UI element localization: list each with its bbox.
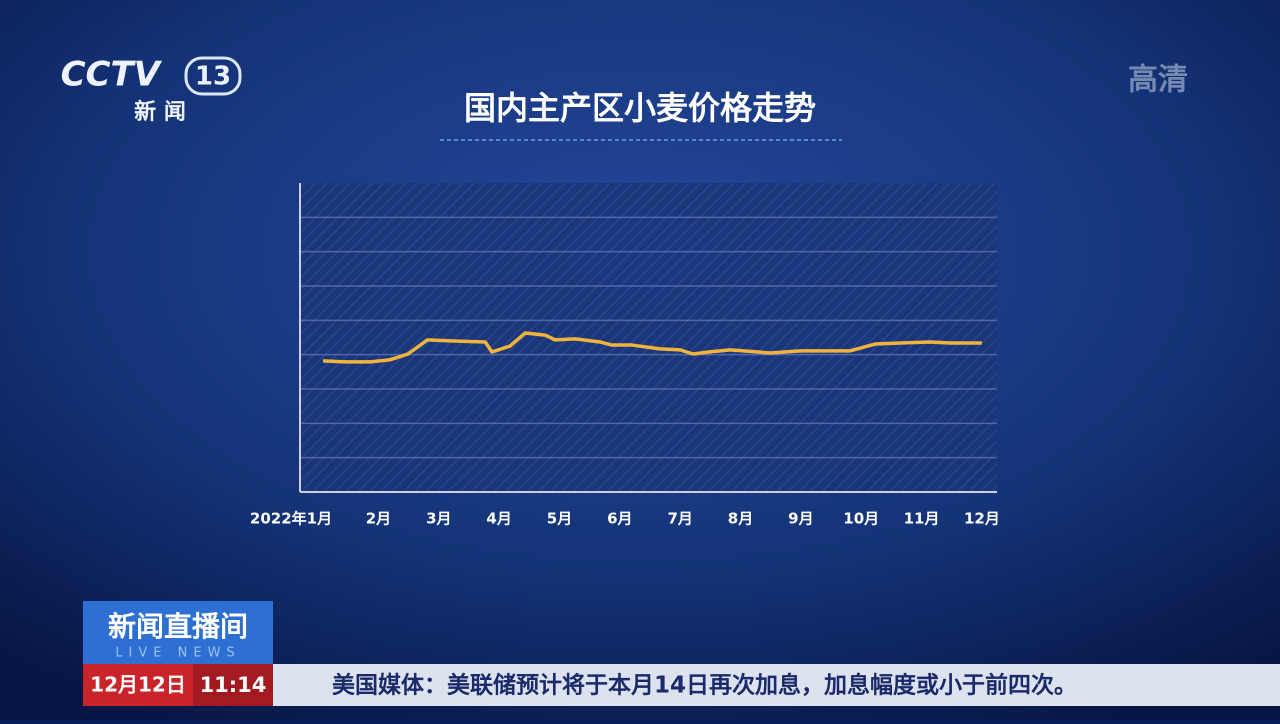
program-name: 新闻直播间 bbox=[108, 610, 248, 643]
x-tick-label: 7月 bbox=[667, 510, 692, 528]
quality-mark: 高清 bbox=[1128, 63, 1188, 98]
logo: CCTV bbox=[61, 55, 163, 95]
x-tick-label: 3月 bbox=[426, 510, 451, 528]
chart-title: 国内主产区小麦价格走势 bbox=[464, 89, 816, 127]
ticker-text: 美国媒体：美联储预计将于本月14日再次加息，加息幅度或小于前四次。 bbox=[332, 672, 1077, 699]
x-tick-label: 12月 bbox=[964, 510, 1000, 528]
program-subtitle: LIVE NEWS bbox=[115, 646, 240, 661]
ticker-bar bbox=[273, 664, 1280, 706]
x-tick-label: 11月 bbox=[904, 510, 940, 528]
program-box bbox=[83, 601, 273, 664]
time-box bbox=[193, 664, 273, 706]
price-line bbox=[322, 331, 982, 364]
date-box bbox=[83, 664, 193, 706]
channel-name: 新 闻 bbox=[134, 99, 186, 125]
x-tick-label: 2月 bbox=[366, 510, 391, 528]
x-tick-label: 6月 bbox=[607, 510, 632, 528]
x-tick-label: 2022年1月 bbox=[250, 510, 332, 528]
x-tick-label: 4月 bbox=[486, 510, 511, 528]
x-tick-label: 8月 bbox=[728, 510, 753, 528]
x-tick-label: 10月 bbox=[843, 510, 879, 528]
date: 12月12日 bbox=[90, 673, 186, 697]
channel-number: 13 bbox=[195, 62, 231, 92]
logo-badge bbox=[184, 56, 242, 96]
x-tick-label: 9月 bbox=[788, 510, 813, 528]
plot-area bbox=[300, 183, 997, 492]
x-tick-label: 5月 bbox=[547, 510, 572, 528]
time: 11:14 bbox=[200, 673, 267, 697]
